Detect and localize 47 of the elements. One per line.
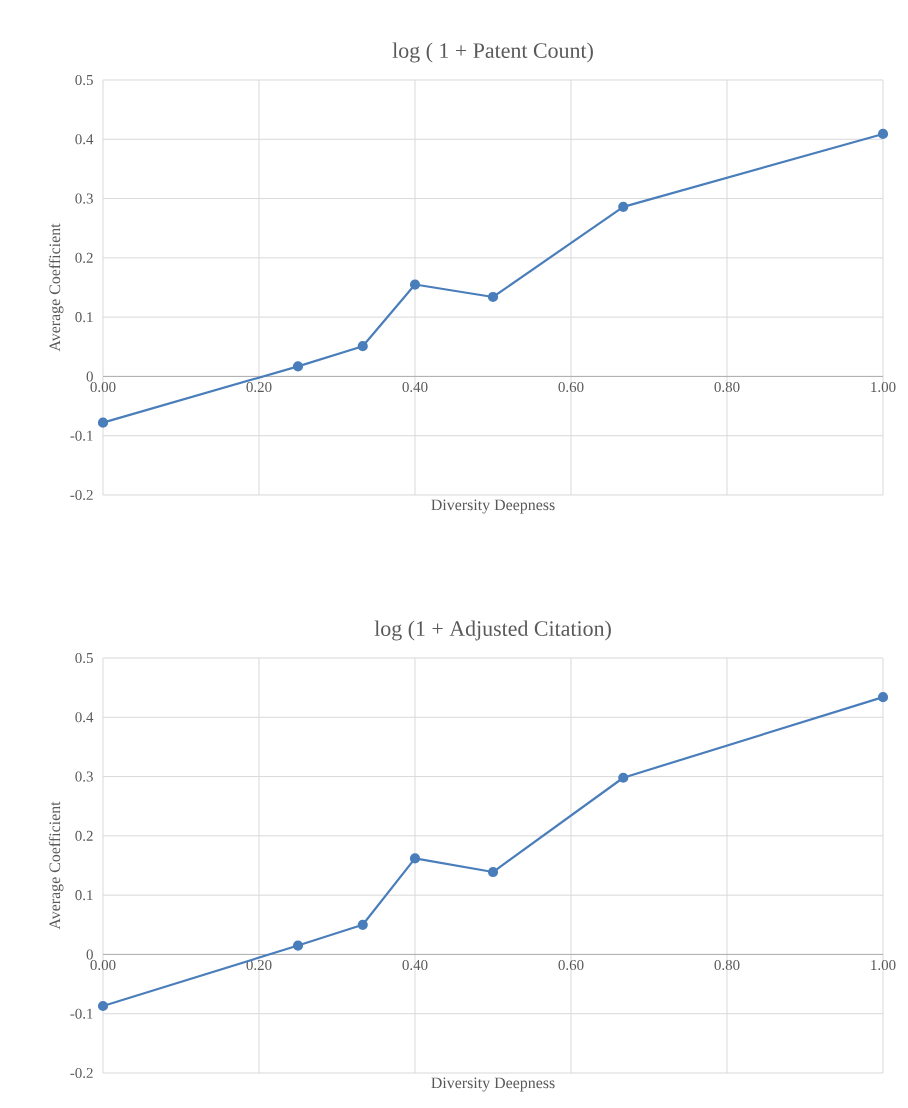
point (409, 853, 421, 864)
x-axis-title: Diversity Deepness (431, 499, 555, 514)
point (618, 772, 629, 783)
x-tick-label: 0.40 (402, 381, 428, 393)
y-tick-label: 0.4 (75, 134, 94, 145)
x-tick-label: 0.00 (90, 381, 116, 393)
y-tick-label: 0.2 (75, 830, 93, 841)
x-axis-title: Diversity Deepness (431, 1077, 555, 1092)
point (97, 1000, 109, 1012)
y-tick-label: -0.2 (70, 489, 93, 501)
y-tick-label: 0.1 (75, 890, 93, 901)
x-tick-label: 0.20 (246, 381, 272, 393)
y-tick-label: 0 (86, 949, 93, 960)
y-tick-label: 0.1 (75, 312, 93, 323)
y-tick-label: 0.4 (75, 712, 94, 723)
point (292, 361, 304, 372)
x-tick-label: 0.60 (558, 959, 584, 971)
point (877, 128, 889, 140)
y-axis-title: Average Coefficient (48, 223, 64, 352)
y-tick-label: 0.3 (75, 193, 93, 204)
point (97, 417, 109, 428)
y-tick-label: 0.3 (75, 771, 93, 782)
x-tick-label: 0.40 (402, 959, 428, 971)
y-tick-label: 0.2 (75, 252, 93, 263)
y-tick-label: -0.1 (70, 430, 93, 441)
y-tick-label: -0.2 (70, 1067, 93, 1079)
point (357, 341, 368, 352)
x-tick-label: 1.00 (871, 959, 896, 971)
x-tick-label: 0.00 (90, 959, 116, 971)
point (292, 940, 304, 951)
x-tick-label: 0.80 (714, 381, 740, 393)
y-tick-label: 0.5 (75, 652, 93, 664)
point (487, 866, 499, 878)
chart-title: log ( 1 + Patent Count) (392, 42, 593, 63)
chart-title: log (1 + Adjusted Citation) (374, 620, 611, 641)
point (618, 201, 629, 212)
point (877, 692, 889, 703)
y-axis-title: Average Coefficient (48, 801, 64, 930)
y-tick-label: 0.5 (75, 74, 93, 86)
x-tick-label: 0.80 (714, 959, 740, 971)
y-tick-label: 0 (86, 371, 93, 382)
x-tick-label: 0.60 (558, 381, 584, 393)
point (487, 291, 499, 303)
x-tick-label: 1.00 (871, 381, 896, 393)
point (357, 919, 368, 930)
point (409, 279, 421, 290)
y-tick-label: -0.1 (70, 1008, 93, 1019)
